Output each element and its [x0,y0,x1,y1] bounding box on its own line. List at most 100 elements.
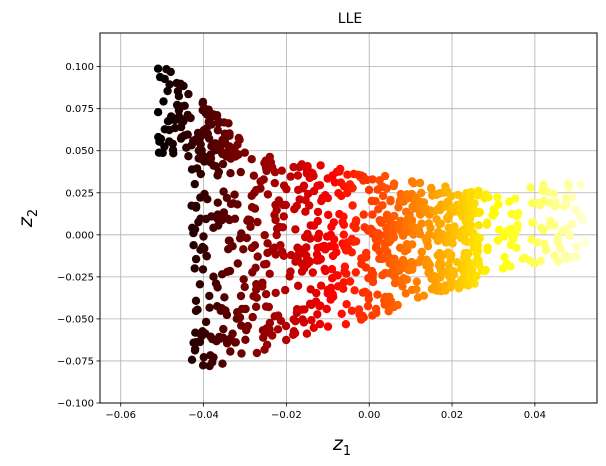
data-points [153,64,589,371]
scatter-point [348,183,357,193]
scatter-point [169,149,178,158]
scatter-point [305,257,314,267]
scatter-point [209,353,218,362]
scatter-point [448,239,457,248]
scatter-point [327,265,337,274]
scatter-point [316,161,325,170]
scatter-point [302,329,312,338]
scatter-point [348,201,357,210]
scatter-point [316,281,326,290]
scatter-point [464,249,473,258]
scatter-point [190,225,200,234]
scatter-point [323,322,333,331]
scatter-point [268,331,277,340]
scatter-point [368,277,378,287]
scatter-point [158,148,167,158]
scatter-point [265,318,275,328]
scatter-point [253,217,262,227]
scatter-point [403,245,412,254]
scatter-point [168,139,177,149]
y-tick-label: −0.025 [57,272,94,283]
scatter-point [271,250,280,259]
scatter-point [277,166,286,175]
scatter-point [511,194,520,203]
scatter-point [446,192,456,201]
scatter-point [174,92,184,101]
scatter-point [218,159,228,169]
scatter-point [265,269,274,278]
scatter-point [453,258,462,267]
scatter-point [246,216,255,225]
scatter-point [363,301,373,311]
scatter-point [196,169,205,179]
scatter-point [213,198,222,207]
scatter-point [324,210,333,220]
scatter-point [165,80,174,89]
scatter-point [166,67,175,77]
scatter-point [193,305,202,314]
scatter-point [209,272,218,281]
scatter-point [241,335,250,344]
scatter-point [272,230,281,240]
scatter-point [493,236,503,245]
scatter-point [528,218,538,227]
scatter-point [364,294,373,304]
scatter-point [412,285,421,294]
scatter-point [231,338,240,347]
scatter-point [286,267,295,276]
scatter-point [350,286,359,295]
scatter-point [494,200,503,209]
scatter-point [198,265,208,274]
scatter-point [539,226,548,235]
scatter-point [248,312,257,322]
scatter-point [409,179,418,188]
scatter-point [380,171,390,181]
plot-frame [99,32,598,404]
scatter-point [184,89,193,99]
scatter-point [351,216,361,225]
scatter-point [540,239,549,249]
scatter-point [425,260,434,270]
scatter-point [330,178,340,187]
scatter-point [417,188,426,198]
scatter-point [374,229,383,238]
scatter-point [160,74,169,84]
scatter-point [382,223,391,233]
scatter-point [309,171,318,181]
scatter-point [500,252,509,262]
scatter-point [562,200,571,209]
scatter-point [578,215,587,225]
scatter-point [237,349,246,358]
scatter-point [532,238,541,247]
scatter-point [343,188,352,198]
scatter-point [299,318,309,327]
y-tick-label: −0.100 [57,399,94,410]
scatter-point [190,264,199,273]
scatter-point [386,195,395,205]
scatter-point [293,171,303,180]
scatter-point [342,269,351,278]
grid-lines [100,33,597,404]
scatter-point [347,306,357,315]
scatter-point [271,215,280,225]
scatter-point [219,324,228,334]
scatter-point [512,243,521,253]
chart-title: LLE [338,11,362,27]
scatter-point [351,237,361,246]
scatter-point [495,225,504,234]
scatter-point [302,243,311,252]
scatter-point [436,259,445,268]
scatter-point [190,179,199,189]
x-tick-label: 0.02 [441,410,463,421]
scatter-point [359,313,368,322]
scatter-point [329,235,339,244]
scatter-point [203,195,212,204]
scatter-point [262,340,272,349]
scatter-point [260,231,269,240]
scatter-point [230,214,240,223]
scatter-point [347,248,356,257]
scatter-point [264,302,273,312]
scatter-point [196,152,206,162]
scatter-point [576,180,585,189]
scatter-point [568,219,577,229]
